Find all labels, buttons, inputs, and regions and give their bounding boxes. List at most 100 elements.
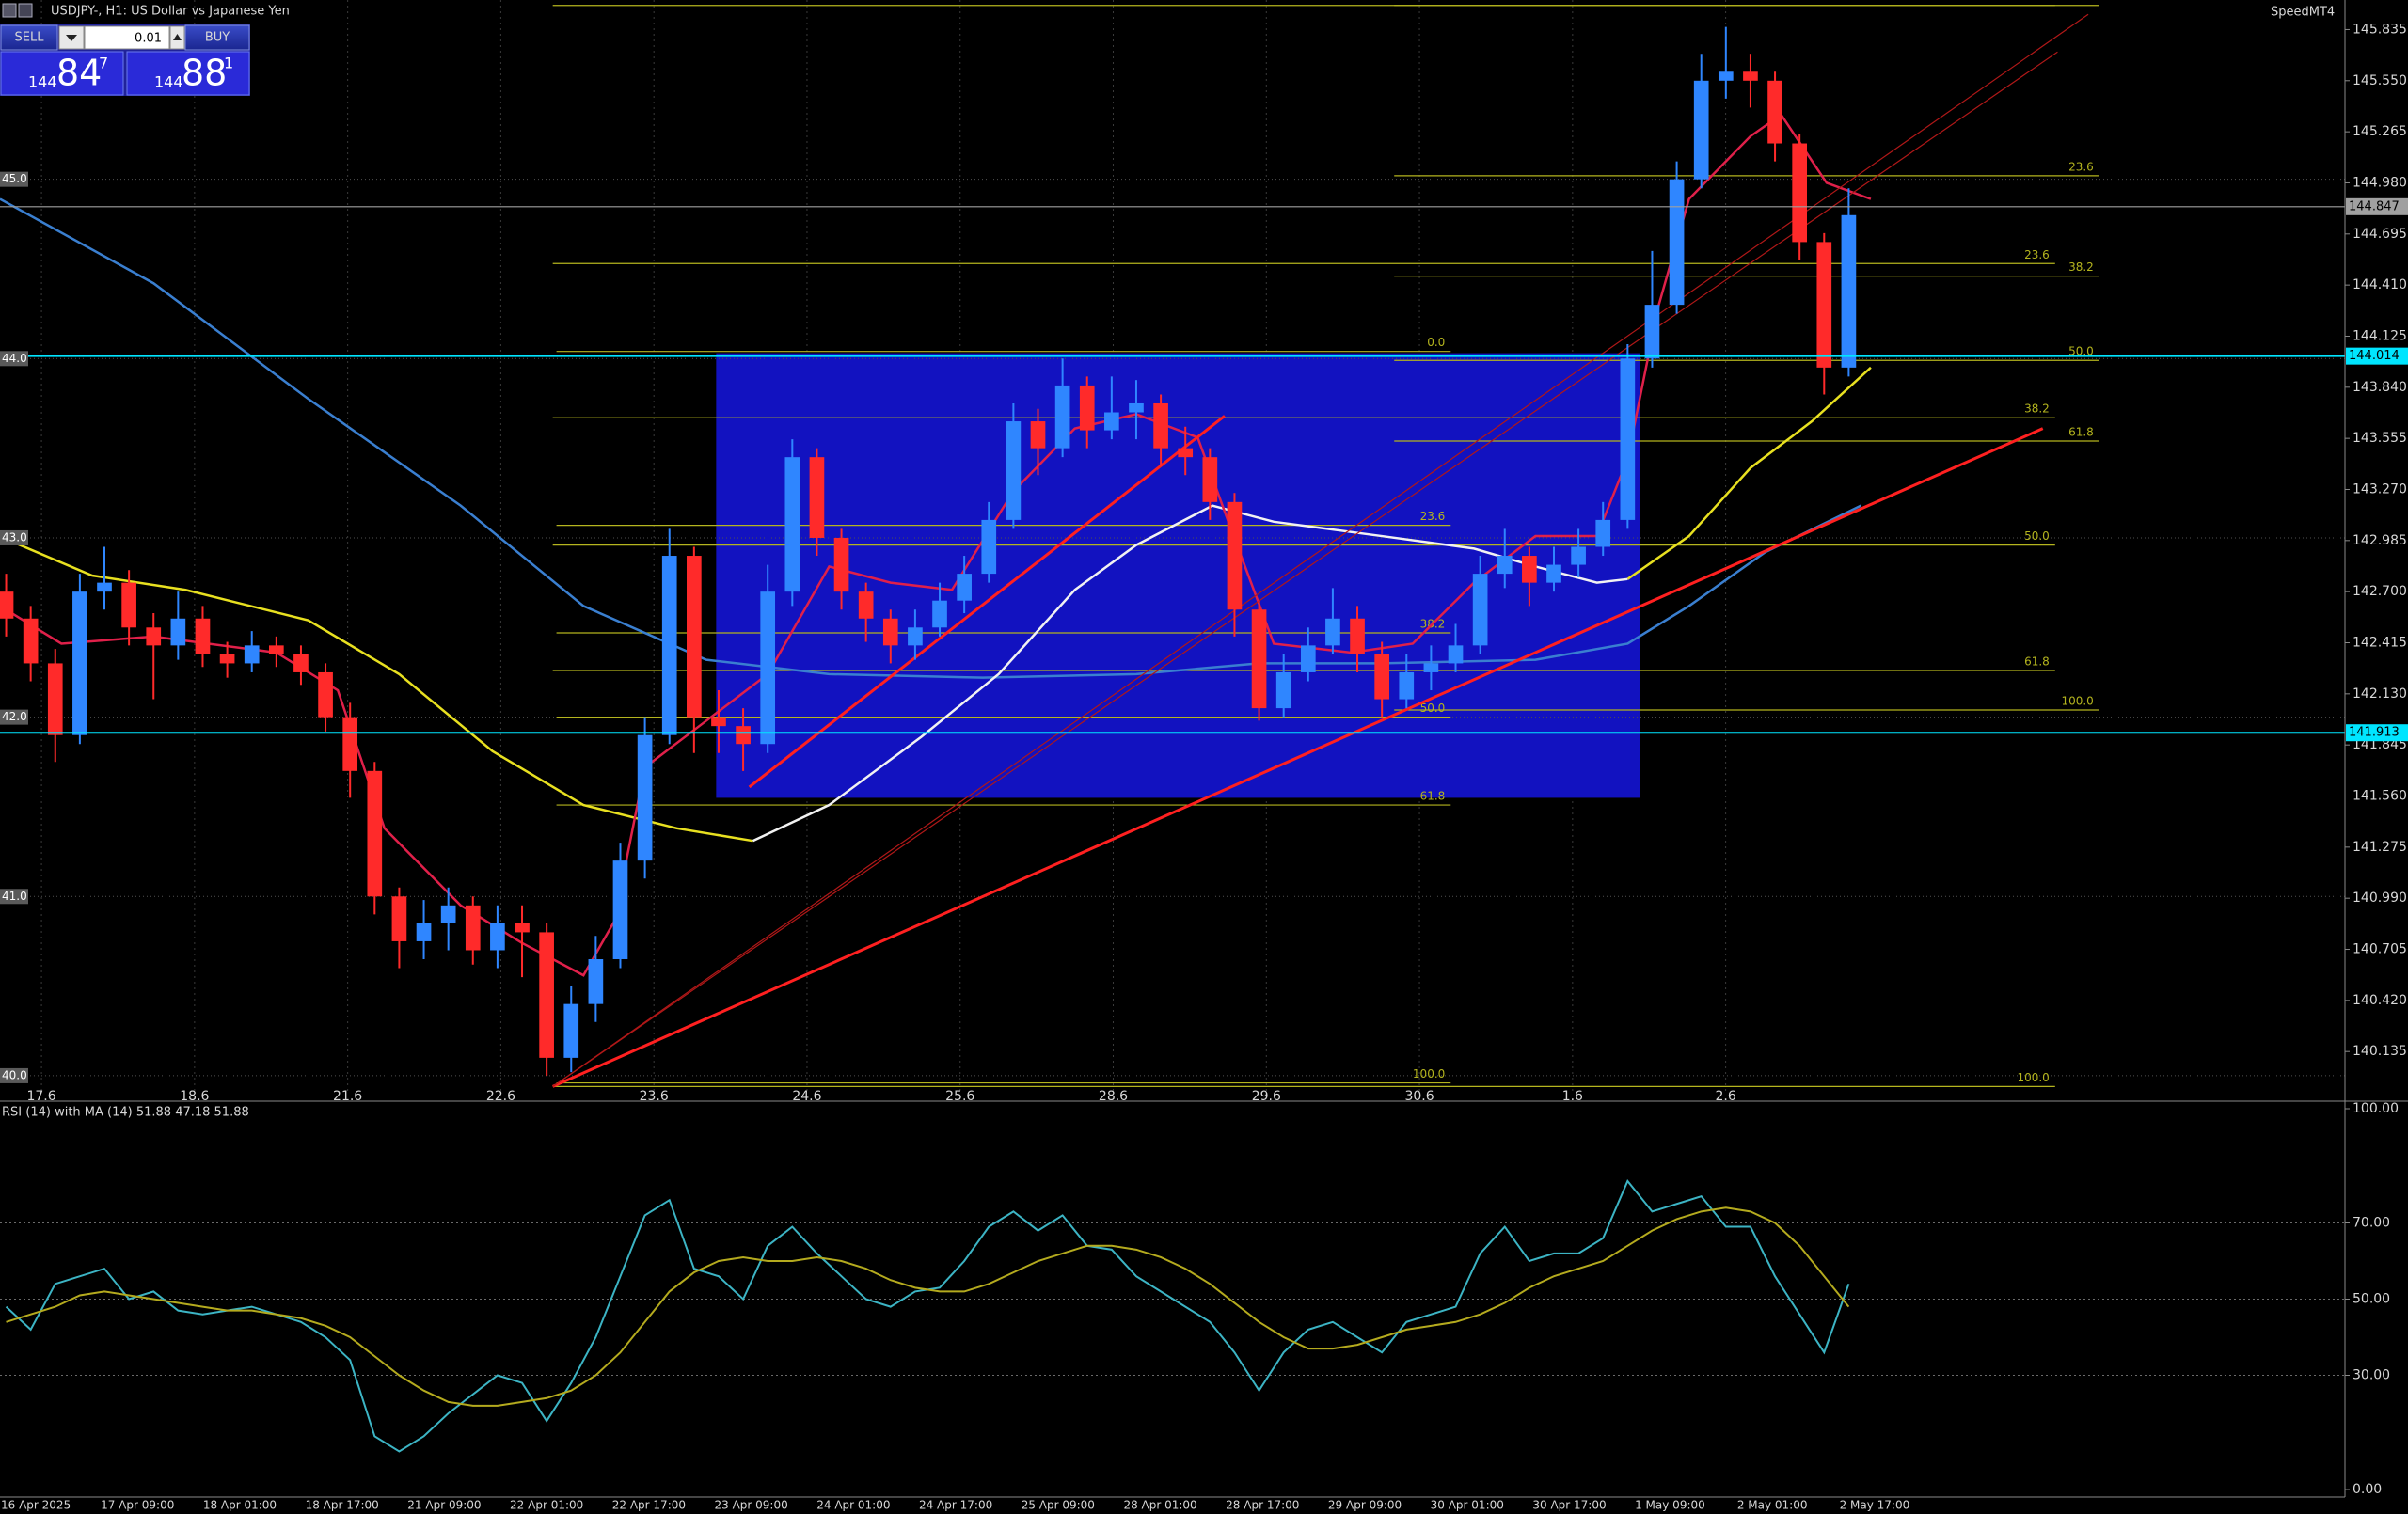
- candle-body: [1693, 80, 1709, 180]
- candle-body: [1816, 242, 1832, 368]
- x-tick-label: 21.6: [333, 1089, 362, 1104]
- bid-box[interactable]: [0, 51, 124, 96]
- x-tick-label: 28.6: [1099, 1089, 1128, 1104]
- y-tick-label: 141.560: [2353, 789, 2407, 804]
- buy-button[interactable]: [184, 24, 250, 51]
- bid-big-figure: 144: [28, 73, 57, 91]
- fib-label: 38.2: [2068, 260, 2094, 274]
- x-tick-label: 30.6: [1404, 1089, 1434, 1104]
- fib-label: 61.8: [2068, 426, 2094, 439]
- fib-label: 23.6: [1420, 510, 1446, 523]
- candle-body: [1275, 671, 1291, 709]
- trendline: [748, 415, 1226, 789]
- round-level-tag: [0, 351, 28, 367]
- candle-body: [661, 556, 677, 735]
- round-level-tag: [0, 889, 28, 905]
- candle-body: [1399, 671, 1415, 700]
- candle-body: [1129, 402, 1144, 413]
- candle-body: [121, 582, 136, 628]
- candle-body: [637, 734, 653, 861]
- candle-body: [391, 896, 407, 941]
- x-tick-label: 22 Apr 01:00: [510, 1499, 583, 1512]
- x-tick-label: 18.6: [180, 1089, 209, 1104]
- candle-body: [1792, 143, 1808, 243]
- candle-body: [833, 537, 849, 592]
- y-tick-label: 142.415: [2353, 636, 2407, 651]
- candle-body: [244, 645, 260, 664]
- candle-body: [1251, 609, 1267, 709]
- fib-label: 50.0: [2068, 345, 2094, 358]
- x-tick-label: 28 Apr 17:00: [1226, 1499, 1299, 1512]
- candle-body: [23, 618, 39, 664]
- candle-body: [1374, 654, 1389, 700]
- buy-label[interactable]: BUY: [205, 31, 230, 45]
- rsi-title: RSI (14) with MA (14) 51.88 47.18 51.88: [2, 1106, 249, 1120]
- candle-body: [858, 591, 874, 619]
- candle-body: [97, 582, 112, 592]
- x-tick-label: 18 Apr 01:00: [203, 1499, 277, 1512]
- candle-body: [1423, 663, 1439, 672]
- candle-body: [1104, 412, 1119, 431]
- candle-body: [957, 574, 972, 601]
- y-tick-label: 70.00: [2353, 1216, 2390, 1231]
- fib-label: 50.0: [1420, 702, 1446, 715]
- y-tick-label: 143.555: [2353, 431, 2407, 446]
- main-pane: 0.0 23.6 38.2 50.0 61.8 100.0 0.0 23.6 38.2 50.0 6…: [0, 0, 2345, 1094]
- trade-panel: SELL 0.01 BUY 144 84 7 144 88 1: [0, 24, 250, 96]
- ask-fraction: 1: [224, 55, 233, 72]
- candle-body: [1571, 546, 1586, 565]
- fib-label: 100.0: [1413, 1067, 1445, 1080]
- round-level-tag: [0, 529, 28, 545]
- candle-body: [1350, 618, 1365, 654]
- candle-body: [1178, 448, 1194, 458]
- x-tick-label: 1 May 09:00: [1635, 1499, 1705, 1512]
- round-level-tag: [0, 171, 28, 187]
- x-tick-label: 29.6: [1252, 1089, 1281, 1104]
- candle-body: [760, 591, 776, 745]
- last-price-label: 144.847: [2349, 199, 2400, 213]
- trendline: [552, 427, 2044, 1088]
- candle-body: [1054, 385, 1070, 449]
- price-tag-label: 141.913: [2349, 726, 2400, 740]
- round-level-label: 42.0: [2, 710, 27, 723]
- sell-button[interactable]: [0, 24, 58, 51]
- candle-body: [1767, 80, 1782, 144]
- sell-label[interactable]: SELL: [15, 31, 45, 45]
- y-tick-label: 142.130: [2353, 686, 2407, 702]
- y-tick-label: 140.705: [2353, 942, 2407, 957]
- x-tick-label: 17 Apr 09:00: [101, 1499, 174, 1512]
- lot-value[interactable]: 0.01: [135, 32, 162, 46]
- ask-pips: 88: [182, 53, 227, 94]
- candle-body: [1030, 421, 1046, 449]
- range-box: [716, 353, 1640, 798]
- candle-body: [268, 645, 284, 654]
- dropdown-arrow: [66, 35, 77, 41]
- ask-box[interactable]: [126, 51, 250, 96]
- x-tick-label: 23.6: [640, 1089, 669, 1104]
- candle-body: [367, 770, 383, 897]
- candle-body: [882, 618, 898, 646]
- fib-label: 23.6: [2068, 160, 2094, 173]
- y-tick-label: 145.835: [2353, 22, 2407, 37]
- ask-big-figure: 144: [154, 73, 183, 91]
- last-price-tag: [2346, 197, 2408, 215]
- candle-body: [588, 959, 604, 1004]
- x-tick-label: 16 Apr 2025: [1, 1499, 71, 1512]
- y-tick-label: 145.265: [2353, 124, 2407, 139]
- fib-label: 23.6: [2024, 248, 2050, 261]
- round-level-tag: [0, 709, 28, 725]
- candle-body: [1325, 618, 1340, 646]
- y-tick-label: 144.125: [2353, 328, 2407, 343]
- round-level-label: 41.0: [2, 890, 27, 903]
- candle-body: [1227, 501, 1243, 610]
- lot-input[interactable]: [84, 25, 170, 50]
- round-level-label: 40.0: [2, 1068, 27, 1081]
- chart-title: USDJPY-, H1: US Dollar vs Japanese Yen: [51, 5, 290, 19]
- y-tick-label: 143.270: [2353, 481, 2407, 497]
- round-level-label: 45.0: [2, 172, 27, 185]
- candle-body: [784, 457, 800, 592]
- y-tick-label: 50.00: [2353, 1292, 2390, 1307]
- y-tick-label: 142.985: [2353, 533, 2407, 548]
- candle-body: [981, 519, 997, 575]
